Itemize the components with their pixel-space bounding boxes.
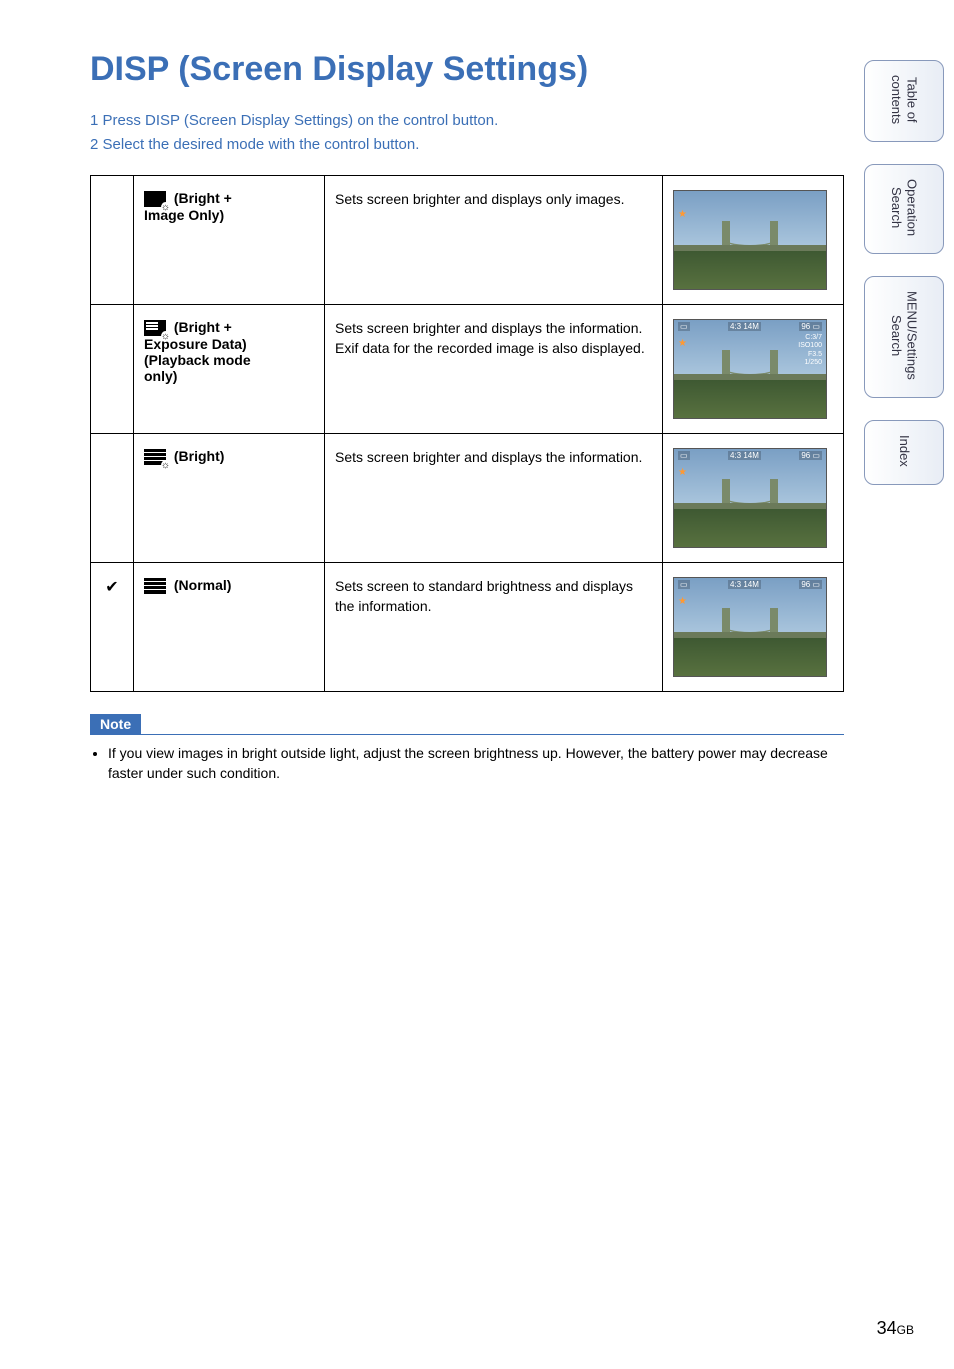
mode-desc: Sets screen to standard brightness and d… xyxy=(325,563,663,692)
modes-table: (Bright + Image Only) Sets screen bright… xyxy=(90,175,844,692)
preview-image: ▭ 4:3 14M 96 ▭ ★ xyxy=(673,577,827,677)
mode-desc: Sets screen brighter and displays only i… xyxy=(325,176,663,305)
preview-image: ★ xyxy=(673,190,827,290)
tab-menu-settings-search[interactable]: MENU/Settings Search xyxy=(864,276,944,398)
mode-desc: Sets screen brighter and displays the in… xyxy=(325,434,663,563)
note-text: If you view images in bright outside lig… xyxy=(108,744,844,783)
tab-contents[interactable]: Table of contents xyxy=(864,60,944,142)
tab-index[interactable]: Index xyxy=(864,420,944,485)
mode-label: (Bright + Image Only) xyxy=(134,176,325,305)
badge-mid: 4:3 14M xyxy=(728,580,761,589)
note-divider xyxy=(90,734,844,736)
star-icon: ★ xyxy=(678,209,687,220)
badge-mid: 4:3 14M xyxy=(728,322,761,331)
side-tabs: Table of contents Operation Search MENU/… xyxy=(864,60,944,507)
table-row: (Bright) Sets screen brighter and displa… xyxy=(91,434,844,563)
check-cell: ✔ xyxy=(91,563,134,692)
check-cell xyxy=(91,434,134,563)
badge-right: 96 ▭ xyxy=(799,322,822,331)
display-icon-exposure xyxy=(144,320,166,336)
step-1: 1 Press DISP (Screen Display Settings) o… xyxy=(90,109,844,133)
mode-label: (Bright) xyxy=(134,434,325,563)
tab-operation-search[interactable]: Operation Search xyxy=(864,164,944,254)
note-label: Note xyxy=(90,714,141,734)
check-cell xyxy=(91,305,134,434)
badge-right: 96 ▭ xyxy=(799,580,822,589)
table-row: ✔ (Normal) Sets screen to standard brigh… xyxy=(91,563,844,692)
star-icon: ★ xyxy=(678,467,687,478)
star-icon: ★ xyxy=(678,338,687,349)
badge-mid: 4:3 14M xyxy=(728,451,761,460)
page-title: DISP (Screen Display Settings) xyxy=(90,50,844,89)
page-number: 34GB xyxy=(877,1318,914,1339)
mode-label: (Normal) xyxy=(134,563,325,692)
display-icon-image-only xyxy=(144,191,166,207)
badge-left: ▭ xyxy=(678,451,690,460)
badge-left: ▭ xyxy=(678,580,690,589)
badge-left: ▭ xyxy=(678,322,690,331)
note-list: If you view images in bright outside lig… xyxy=(90,744,844,783)
table-row: (Bright + Exposure Data) (Playback mode … xyxy=(91,305,844,434)
preview-image: ▭ 4:3 14M 96 ▭ ★ C:3/7 ISO100 F3.5 1/250 xyxy=(673,319,827,419)
mode-thumb: ▭ 4:3 14M 96 ▭ ★ xyxy=(663,563,844,692)
mode-label: (Bright + Exposure Data) (Playback mode … xyxy=(134,305,325,434)
badge-right: 96 ▭ xyxy=(799,451,822,460)
display-icon-normal xyxy=(144,578,166,594)
preview-image: ▭ 4:3 14M 96 ▭ ★ xyxy=(673,448,827,548)
mode-thumb: ▭ 4:3 14M 96 ▭ ★ xyxy=(663,434,844,563)
table-row: (Bright + Image Only) Sets screen bright… xyxy=(91,176,844,305)
mode-thumb: ★ xyxy=(663,176,844,305)
check-cell xyxy=(91,176,134,305)
mode-thumb: ▭ 4:3 14M 96 ▭ ★ C:3/7 ISO100 F3.5 1/250 xyxy=(663,305,844,434)
star-icon: ★ xyxy=(678,596,687,607)
step-2: 2 Select the desired mode with the contr… xyxy=(90,133,844,157)
mode-desc: Sets screen brighter and displays the in… xyxy=(325,305,663,434)
display-icon-bright xyxy=(144,449,166,465)
exif-overlay: C:3/7 ISO100 F3.5 1/250 xyxy=(798,334,822,368)
